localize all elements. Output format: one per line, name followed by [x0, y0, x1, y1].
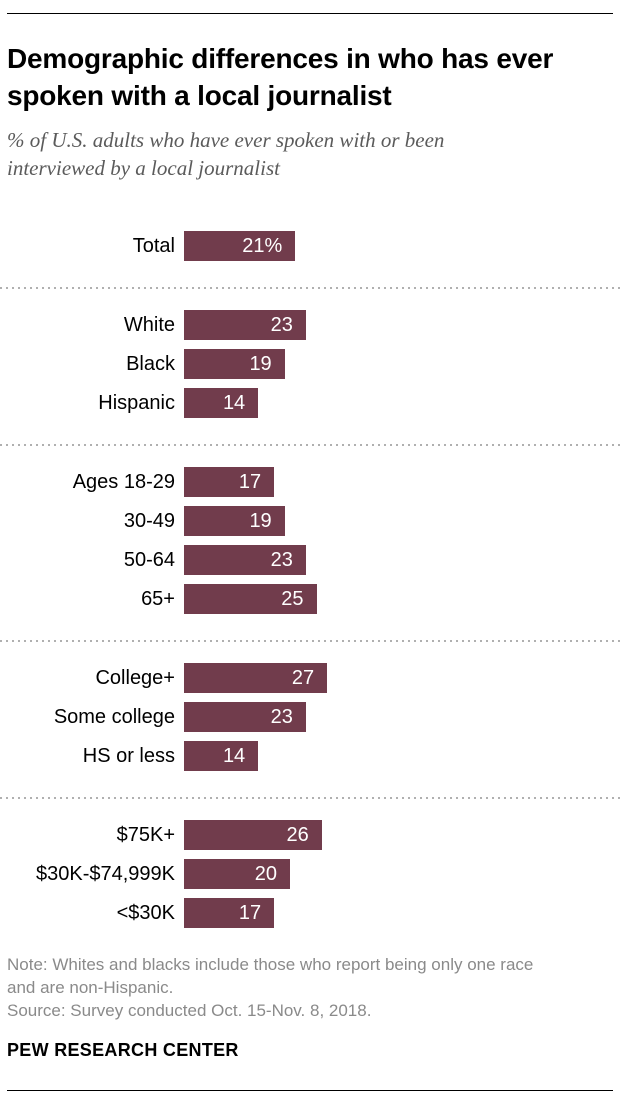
bar: 20 [184, 859, 290, 890]
note-text: Note: Whites and blacks include those wh… [7, 955, 534, 997]
category-label: $75K+ [116, 823, 175, 846]
value-label: 25 [281, 587, 304, 610]
bar: 19 [184, 349, 285, 380]
category-label: <$30K [116, 901, 175, 924]
bar: 26 [184, 820, 322, 851]
bar: 14 [184, 741, 259, 772]
category-label: White [123, 313, 175, 336]
bar-row: Black 19 [7, 349, 613, 380]
bar-group-age: Ages 18-29 17 30-49 19 50-64 23 65+ 25 [7, 467, 613, 615]
category-label: Black [126, 352, 175, 375]
group-separator [0, 444, 620, 447]
bar: 14 [184, 388, 259, 419]
bar-chart: Total 21% White 23 Black 19 Hispanic 14 Ages 18-… [0, 231, 620, 929]
category-label: Ages 18-29 [72, 470, 175, 493]
bar-row: Ages 18-29 17 [7, 467, 613, 498]
value-label: 19 [249, 509, 272, 532]
bar: 25 [184, 584, 317, 615]
bar: 23 [184, 310, 306, 341]
bar-group-income: $75K+ 26 $30K-$74,999K 20 <$30K 17 [7, 820, 613, 929]
bar-row: Some college 23 [7, 702, 613, 733]
bar: 17 [184, 467, 275, 498]
bar-row: White 23 [7, 310, 613, 341]
bar-group-total: Total 21% [7, 231, 613, 262]
value-label: 14 [222, 744, 246, 767]
value-label: 14 [222, 391, 246, 414]
category-label: HS or less [82, 744, 175, 767]
category-label: 50-64 [123, 548, 175, 571]
group-separator [0, 797, 620, 800]
bar: 17 [184, 898, 275, 929]
bar: 21% [184, 231, 296, 262]
category-label: 30-49 [123, 509, 175, 532]
bar-group-race-ethnicity: White 23 Black 19 Hispanic 14 [7, 310, 613, 419]
bar: 19 [184, 506, 285, 537]
value-label: 23 [270, 548, 293, 571]
bar-group-education: College+ 27 Some college 23 HS or less 14 [7, 663, 613, 772]
bar-row: Total 21% [7, 231, 613, 262]
value-label: 23 [270, 313, 293, 336]
source-text: Source: Survey conducted Oct. 15-Nov. 8,… [7, 1000, 372, 1020]
brand-wordmark: PEW RESEARCH CENTER [7, 1040, 239, 1061]
bar-row: $30K-$74,999K 20 [7, 859, 613, 890]
bar-row: 50-64 23 [7, 545, 613, 576]
bar-row: 30-49 19 [7, 506, 613, 537]
category-label: Total [132, 234, 175, 257]
value-label: 23 [270, 705, 293, 728]
chart-subtitle: % of U.S. adults who have ever spoken wi… [7, 128, 445, 181]
category-label: Hispanic [98, 391, 175, 414]
bar-row: $75K+ 26 [7, 820, 613, 851]
value-label: 19 [249, 352, 272, 375]
bar-row: HS or less 14 [7, 741, 613, 772]
category-label: Some college [53, 705, 175, 728]
category-label: College+ [95, 666, 175, 689]
value-label: 17 [238, 901, 262, 924]
bar-row: College+ 27 [7, 663, 613, 694]
page-title: Demographic differences in who has ever … [7, 43, 554, 112]
category-label: $30K-$74,999K [35, 862, 175, 885]
category-label: 65+ [141, 587, 175, 610]
bar: 23 [184, 545, 306, 576]
bar: 27 [184, 663, 328, 694]
chart-footer: Note: Whites and blacks include those wh… [7, 954, 613, 1061]
value-label: 27 [291, 666, 315, 689]
value-label: 21% [242, 234, 283, 257]
bar: 23 [184, 702, 306, 733]
value-label: 17 [238, 470, 262, 493]
bar-row: Hispanic 14 [7, 388, 613, 419]
value-label: 20 [254, 862, 277, 885]
bottom-rule [7, 1090, 613, 1091]
top-rule [7, 13, 613, 14]
value-label: 26 [286, 823, 309, 846]
group-separator [0, 640, 620, 643]
bar-row: 65+ 25 [7, 584, 613, 615]
group-separator [0, 287, 620, 290]
bar-row: <$30K 17 [7, 898, 613, 929]
